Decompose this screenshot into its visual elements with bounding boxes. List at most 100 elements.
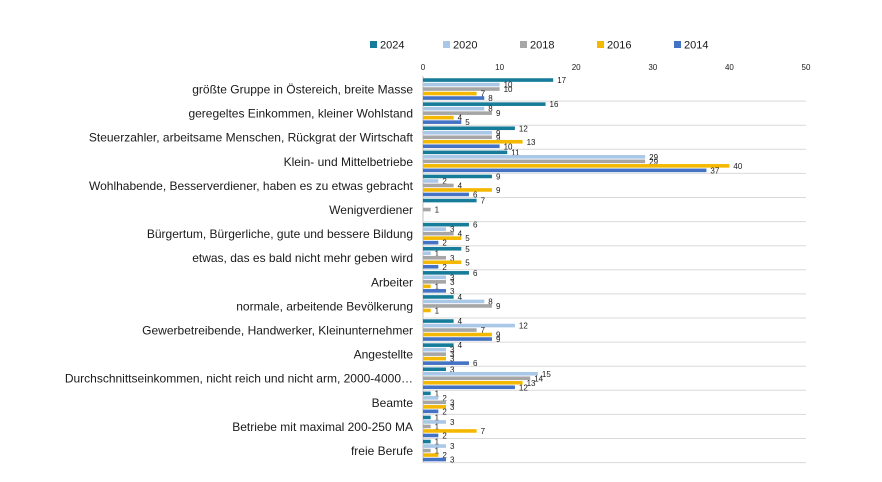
data-label: 13	[527, 379, 536, 388]
data-label: 7	[481, 197, 486, 206]
data-label: 4	[458, 317, 463, 326]
category-label: normale, arbeitende Bevölkerung	[236, 299, 413, 313]
bar-2018	[423, 328, 477, 332]
data-label: 2	[442, 239, 447, 248]
data-label: 9	[496, 129, 501, 138]
legend-item-2014: 2014	[674, 40, 708, 52]
bar-2014	[423, 289, 446, 293]
category-label: Klein- und Mittelbetriebe	[284, 155, 414, 169]
bar-2018	[423, 280, 446, 284]
bar-2024	[423, 150, 508, 155]
bar-2016	[423, 453, 439, 457]
legend-label: 2020	[453, 40, 477, 52]
data-label: 1	[435, 282, 440, 291]
category-row: Wenigverdiener 7 1	[329, 197, 806, 223]
data-label: 3	[450, 273, 455, 282]
x-tick-label: 20	[572, 63, 581, 72]
data-label: 3	[450, 287, 455, 296]
data-label: 15	[542, 370, 551, 379]
data-label: 9	[496, 172, 501, 181]
bar-2018	[423, 135, 492, 140]
bar-2024	[423, 102, 546, 106]
bar-2024	[423, 415, 431, 420]
bar-2020	[423, 444, 446, 448]
category-label: freie Berufe	[351, 444, 413, 458]
category-label: Gewerbetreibende, Handwerker, Kleinunter…	[142, 324, 413, 338]
bar-2014	[423, 96, 485, 100]
bar-2024	[423, 271, 469, 275]
category-row: Beamte 1 2 332	[372, 389, 806, 416]
category-label: Wohlhabende, Besserverdiener, haben es z…	[89, 179, 414, 193]
bar-2018	[423, 255, 446, 260]
category-label: etwas, das es bald nicht mehr geben wird	[192, 251, 413, 265]
bar-2014	[423, 240, 439, 245]
category-label: Bürgertum, Bürgerliche, gute und bessere…	[147, 227, 413, 241]
data-label: 4	[458, 341, 463, 350]
x-tick-label: 30	[648, 63, 657, 72]
bar-2020	[423, 251, 431, 256]
bar-2024	[423, 439, 431, 444]
bar-2020	[423, 347, 446, 352]
bar-2018	[423, 304, 492, 308]
bar-2014	[423, 168, 707, 173]
bar-2024	[423, 126, 515, 131]
bar-2018	[423, 111, 492, 115]
bar-2024	[423, 174, 492, 179]
category-label: größte Gruppe in Östereich, breite Masse	[192, 83, 413, 97]
data-label: 3	[450, 398, 455, 407]
category-label: Arbeiter	[371, 275, 413, 289]
bar-2014	[423, 385, 515, 390]
bar-2018	[423, 183, 454, 188]
data-label: 7	[481, 326, 486, 335]
x-tick-label: 50	[802, 63, 811, 72]
bar-2024	[423, 367, 446, 372]
bar-2018	[423, 352, 446, 356]
data-label: 3	[450, 403, 455, 412]
plot-area: größte Gruppe in Östereich, breite Masse…	[65, 76, 806, 465]
category-row: Durchschnittseinkommen, nicht reich und …	[65, 365, 806, 392]
bar-2024	[423, 319, 454, 323]
bar-2016	[423, 115, 454, 120]
bar-2024	[423, 222, 469, 227]
bar-2016	[423, 308, 431, 313]
data-label: 3	[450, 418, 455, 427]
data-label: 7	[481, 427, 486, 436]
bar-2018	[423, 424, 431, 429]
bar-2014	[423, 144, 500, 149]
x-tick-label: 10	[495, 63, 504, 72]
legend-item-2018: 2018	[520, 40, 554, 52]
data-label: 9	[496, 302, 501, 311]
bar-2018	[423, 159, 646, 164]
data-label: 7	[481, 90, 486, 99]
bar-2020	[423, 82, 500, 87]
data-label: 9	[496, 335, 501, 344]
legend-item-2020: 2020	[443, 40, 477, 52]
category-label: Durchschnittseinkommen, nicht reich und …	[65, 372, 413, 386]
data-label: 3	[450, 346, 455, 355]
category-row: Steuerzahler, arbeitsame Menschen, Rückg…	[89, 124, 806, 151]
data-label: 4	[458, 293, 463, 302]
data-label: 1	[435, 438, 440, 447]
bar-2018	[423, 231, 454, 236]
data-label: 3	[450, 254, 455, 263]
bar-2018	[423, 400, 446, 405]
data-label: 14	[534, 374, 543, 383]
bar-2016	[423, 139, 523, 144]
x-tick-label: 0	[421, 63, 426, 72]
legend-swatch	[370, 41, 377, 48]
data-label: 10	[504, 85, 513, 94]
bar-2020	[423, 275, 446, 280]
data-label: 17	[557, 76, 566, 85]
category-row: größte Gruppe in Östereich, breite Masse…	[192, 76, 806, 103]
category-label: Betriebe mit maximal 200-250 MA	[232, 420, 413, 434]
x-axis: 0 10 20 30 40 50	[421, 63, 811, 463]
data-label: 9	[496, 133, 501, 142]
bar-2016	[423, 332, 492, 337]
legend-swatch	[443, 41, 450, 48]
bar-2020	[423, 155, 646, 159]
data-label: 29	[649, 153, 658, 162]
data-label: 6	[473, 190, 478, 199]
bar-2020	[423, 420, 446, 424]
